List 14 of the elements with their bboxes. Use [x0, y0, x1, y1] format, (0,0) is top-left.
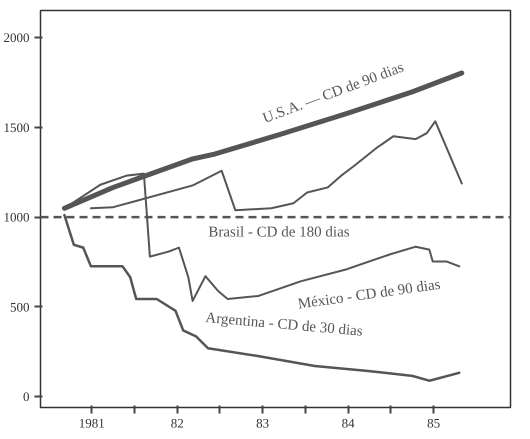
series-label: Brasil - CD de 180 dias [208, 224, 350, 240]
y-tick-label: 2000 [4, 30, 30, 45]
text: U.S.A. — CD de 90 dias [260, 60, 406, 127]
text: México - CD de 90 dias [296, 276, 442, 313]
y-tick-label: 1500 [4, 120, 30, 135]
y-tick-label: 1000 [4, 210, 30, 225]
x-tick-label: 82 [170, 416, 184, 430]
y-tick-label: 0 [23, 389, 30, 404]
x-tick-label: 1981 [78, 416, 105, 430]
x-tick-label: 83 [256, 416, 270, 430]
x-tick-label: 85 [427, 416, 440, 430]
x-tick-label: 84 [342, 416, 356, 430]
series-label: Argentina - CD de 30 dias [204, 310, 364, 340]
y-tick-label: 500 [10, 299, 30, 314]
